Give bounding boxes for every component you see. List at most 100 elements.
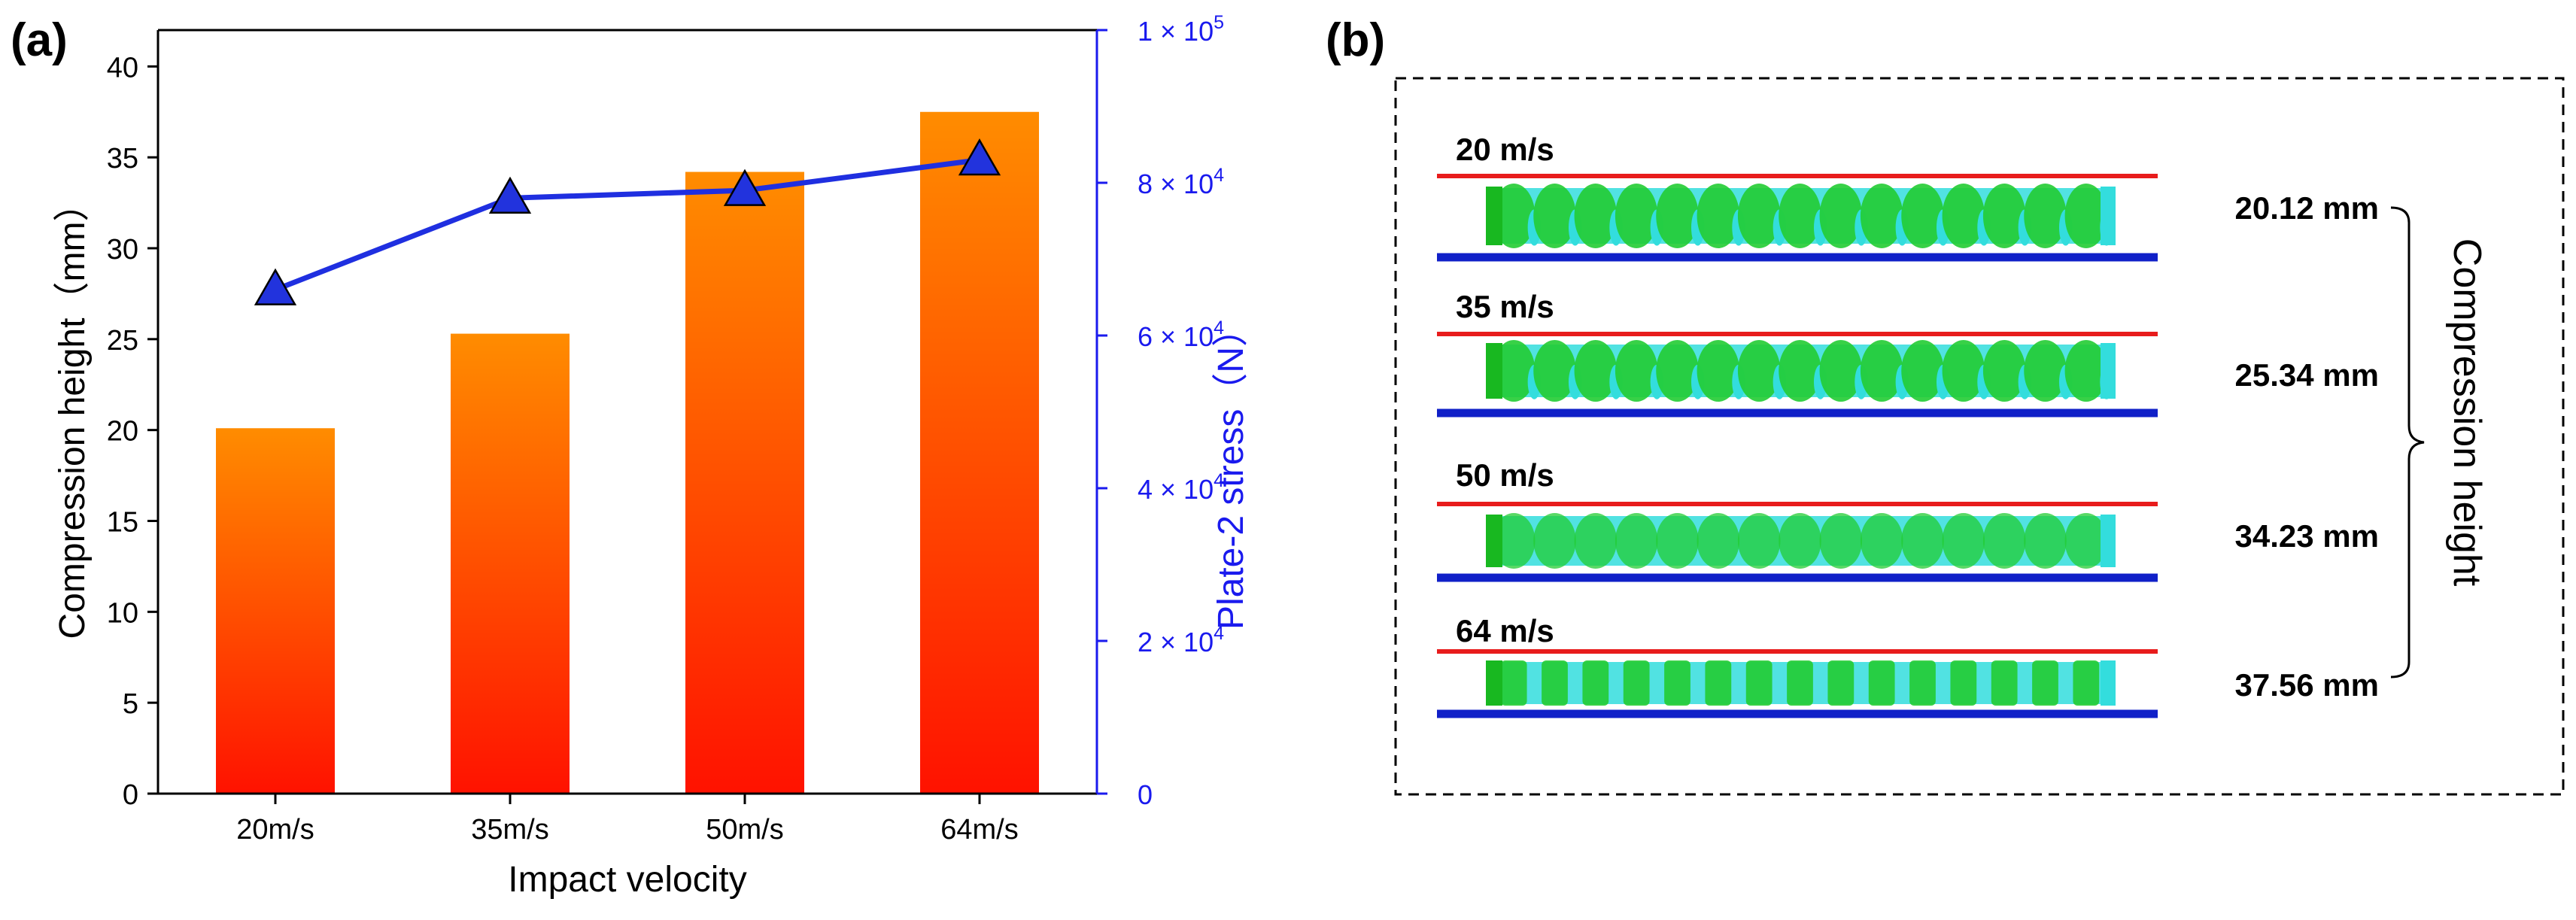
sphere [1779, 184, 1821, 248]
sphere [1737, 513, 1781, 569]
stress-marker [958, 138, 1001, 176]
y-tick-label: 0 [123, 779, 138, 811]
sphere [1492, 513, 1536, 569]
y2-tick-label: 6 × 104 [1138, 317, 1224, 352]
y-tick-label: 20 [107, 416, 138, 448]
sphere [2024, 340, 2067, 402]
sphere [1615, 513, 1658, 569]
sphere [1942, 340, 1985, 402]
sphere-row [1486, 340, 2116, 402]
sphere [1737, 184, 1781, 248]
sphere [1623, 660, 1650, 706]
panel-a-label: (a) [11, 14, 68, 66]
sphere [1737, 340, 1781, 402]
x-tick-label: 35m/s [471, 814, 548, 846]
end-cap-left [1486, 515, 1502, 567]
sphere [1574, 513, 1618, 569]
sphere [1779, 513, 1821, 569]
sphere [1697, 184, 1740, 248]
y-tick-label: 10 [107, 597, 138, 629]
row-height-value: 34.23 mm [2235, 518, 2379, 554]
y-axis-title: Compression height（mm） [53, 186, 93, 639]
end-cap-left [1486, 660, 1502, 706]
sphere [1745, 660, 1773, 706]
sphere [1656, 340, 1699, 402]
y-tick-label: 40 [107, 52, 138, 83]
simulation-row: 20 m/s 20.12 mm [1437, 132, 2379, 262]
sphere [1582, 660, 1609, 706]
sphere [2064, 340, 2108, 402]
sphere [1615, 184, 1658, 248]
y2-tick-label: 2 × 104 [1138, 623, 1224, 657]
sphere [1533, 184, 1576, 248]
sphere-row [1486, 184, 2116, 248]
sphere [1819, 513, 1863, 569]
left-y-ticks: 0 5 10 15 20 25 30 35 40 [107, 52, 158, 811]
y2-axis-title: Plate-2 stress（N） [1211, 311, 1251, 630]
y2-tick-label: 0 [1138, 779, 1153, 810]
sphere [1533, 513, 1576, 569]
stress-marker [488, 176, 532, 214]
row-height-value: 25.34 mm [2235, 357, 2379, 393]
sphere [1574, 184, 1618, 248]
panel-b-label: (b) [1326, 14, 1385, 66]
sphere [1492, 184, 1536, 248]
bar [451, 333, 570, 794]
row-velocity-label: 20 m/s [1456, 132, 1554, 167]
sphere [2024, 184, 2067, 248]
sphere [1705, 660, 1732, 706]
end-cap-right [2101, 343, 2116, 399]
sphere [2032, 660, 2058, 706]
stress-marker [254, 268, 297, 305]
end-cap-left [1486, 187, 1502, 245]
sphere [1909, 660, 1936, 706]
sphere-row [1486, 660, 2116, 706]
x-ticks: 20m/s 35m/s 50m/s 64m/s [236, 794, 1019, 846]
simulation-row: 64 m/s 37.56 mm [1437, 613, 2379, 718]
sphere [1574, 340, 1618, 402]
stress-markers [254, 138, 1001, 305]
sphere [1868, 660, 1895, 706]
sphere [1942, 184, 1985, 248]
sphere [1901, 184, 1944, 248]
simulation-row: 35 m/s 25.34 mm [1437, 289, 2379, 417]
sphere [1982, 184, 2026, 248]
end-cap-right [2101, 660, 2116, 706]
y-tick-label: 35 [107, 143, 138, 175]
end-cap-left [1486, 343, 1502, 399]
sphere [1860, 340, 1903, 402]
sphere [1787, 660, 1813, 706]
x-tick-label: 64m/s [940, 814, 1018, 846]
sphere [1779, 340, 1821, 402]
sphere [1827, 660, 1855, 706]
sphere [1942, 513, 1985, 569]
end-cap-right [2101, 187, 2116, 245]
sphere [1533, 340, 1576, 402]
stress-marker [723, 169, 767, 206]
sphere [1860, 513, 1903, 569]
sphere [1697, 513, 1740, 569]
sphere [1656, 513, 1699, 569]
sphere [2073, 660, 2100, 706]
y2-tick-label: 1 × 105 [1138, 12, 1224, 47]
x-tick-label: 20m/s [236, 814, 314, 846]
bar [216, 428, 335, 794]
sphere [1492, 340, 1536, 402]
sphere [1991, 660, 2018, 706]
sphere [1901, 513, 1944, 569]
compression-height-label: Compression height [2445, 238, 2489, 587]
end-cap-right [2101, 515, 2116, 567]
sphere [1656, 184, 1699, 248]
sphere [1982, 340, 2026, 402]
sphere [1542, 660, 1568, 706]
sphere [1819, 340, 1863, 402]
y-tick-label: 5 [123, 688, 138, 720]
sphere [1697, 340, 1740, 402]
simulation-row: 50 m/s 34.23 mm [1437, 457, 2379, 582]
row-velocity-label: 64 m/s [1456, 613, 1554, 648]
stress-line [274, 157, 980, 293]
panel-a-chart: (a) 0 5 10 15 20 25 30 35 40 0 2 × 104 4 × 104 6 × … [11, 12, 1251, 900]
y-tick-label: 15 [107, 507, 138, 539]
sphere [1860, 184, 1903, 248]
